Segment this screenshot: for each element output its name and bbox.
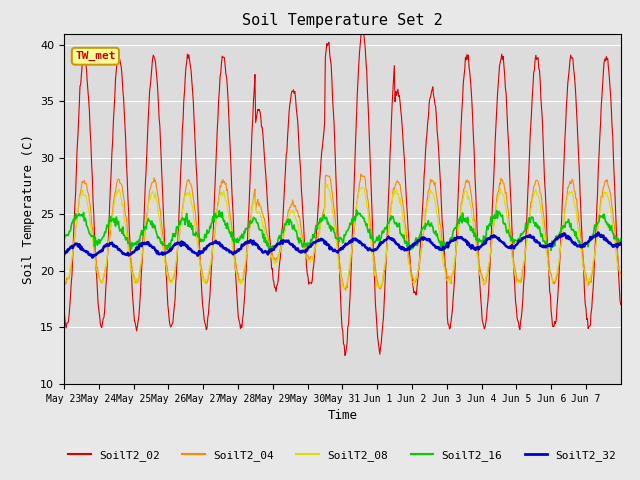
SoilT2_04 (228, 223, 236, 228)
Line: SoilT2_02: SoilT2_02 (64, 23, 621, 356)
SoilT2_04 (433, 192, 440, 198)
SoilT2_02 (401, 172, 409, 178)
SoilT2_32 (228, 251, 236, 256)
SoilT2_32 (401, 248, 408, 253)
SoilT2_16 (617, 236, 625, 241)
SoilT2_08 (255, 209, 263, 215)
SoilT2_16 (432, 228, 440, 234)
SoilT2_04 (276, 246, 284, 252)
Legend: SoilT2_02, SoilT2_04, SoilT2_08, SoilT2_16, SoilT2_32: SoilT2_02, SoilT2_04, SoilT2_08, SoilT2_… (64, 445, 621, 466)
Line: SoilT2_32: SoilT2_32 (64, 232, 621, 258)
SoilT2_02 (228, 183, 236, 189)
SoilT2_08 (322, 181, 330, 187)
SoilT2_08 (228, 235, 236, 240)
SoilT2_02 (341, 353, 349, 359)
SoilT2_02 (255, 107, 263, 112)
SoilT2_02 (617, 302, 625, 308)
X-axis label: Time: Time (328, 409, 357, 422)
SoilT2_16 (401, 239, 408, 244)
SoilT2_08 (617, 276, 625, 281)
SoilT2_02 (276, 255, 284, 261)
SoilT2_16 (276, 236, 284, 242)
SoilT2_16 (60, 238, 68, 243)
SoilT2_08 (276, 249, 284, 254)
SoilT2_04 (125, 246, 133, 252)
SoilT2_16 (228, 229, 236, 235)
SoilT2_04 (357, 171, 365, 177)
SoilT2_04 (342, 288, 349, 293)
SoilT2_04 (401, 221, 409, 227)
SoilT2_08 (433, 210, 440, 216)
SoilT2_32 (88, 255, 96, 261)
SoilT2_32 (256, 246, 264, 252)
SoilT2_04 (60, 275, 68, 280)
SoilT2_32 (60, 252, 68, 258)
SoilT2_16 (353, 207, 360, 213)
SoilT2_08 (341, 285, 349, 291)
Y-axis label: Soil Temperature (C): Soil Temperature (C) (22, 134, 35, 284)
SoilT2_32 (277, 238, 285, 244)
SoilT2_04 (255, 200, 263, 206)
SoilT2_32 (617, 240, 625, 246)
SoilT2_32 (595, 229, 602, 235)
SoilT2_04 (617, 270, 625, 276)
SoilT2_32 (432, 245, 440, 251)
SoilT2_16 (440, 248, 447, 254)
SoilT2_08 (60, 275, 68, 281)
SoilT2_16 (255, 227, 263, 232)
SoilT2_08 (401, 237, 409, 242)
Line: SoilT2_16: SoilT2_16 (64, 210, 621, 251)
SoilT2_32 (126, 252, 134, 257)
SoilT2_02 (433, 114, 440, 120)
Title: Soil Temperature Set 2: Soil Temperature Set 2 (242, 13, 443, 28)
Line: SoilT2_04: SoilT2_04 (64, 174, 621, 290)
SoilT2_16 (125, 240, 133, 245)
SoilT2_08 (125, 253, 133, 259)
SoilT2_02 (358, 20, 365, 26)
Text: TW_met: TW_met (75, 51, 116, 61)
SoilT2_02 (60, 308, 68, 314)
Line: SoilT2_08: SoilT2_08 (64, 184, 621, 288)
SoilT2_02 (125, 228, 133, 234)
